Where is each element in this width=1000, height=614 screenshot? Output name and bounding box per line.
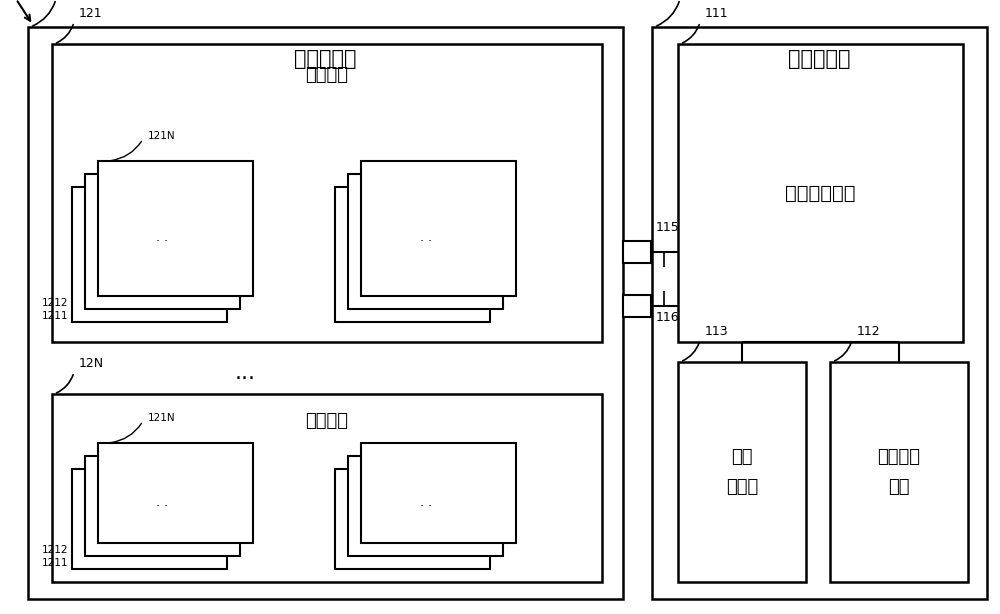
Bar [348, 174, 503, 309]
Bar [678, 362, 806, 582]
Bar [98, 443, 253, 543]
Bar [623, 295, 651, 317]
Text: 快取
存储器: 快取 存储器 [726, 448, 758, 495]
Text: 121N: 121N [148, 131, 176, 141]
Bar [98, 161, 253, 296]
Bar [678, 44, 963, 342]
Text: 121N: 121N [148, 413, 176, 423]
Bar [72, 469, 227, 569]
Text: 111: 111 [705, 7, 729, 20]
Bar [85, 174, 240, 309]
Bar [361, 443, 516, 543]
Text: 存储器控制器: 存储器控制器 [785, 184, 856, 203]
Bar [335, 187, 490, 322]
Text: · ·: · · [156, 500, 168, 513]
Bar [72, 187, 227, 322]
Text: · ·: · · [156, 235, 168, 248]
Text: 存储器库: 存储器库 [306, 412, 349, 430]
Bar [335, 469, 490, 569]
Bar [652, 27, 987, 599]
Text: 121: 121 [79, 7, 103, 20]
Bar [52, 44, 602, 342]
Text: · ·: · · [420, 500, 432, 513]
Text: ···: ··· [235, 369, 256, 389]
Text: 1212: 1212 [42, 298, 68, 308]
Text: 算术逻辑
单元: 算术逻辑 单元 [878, 448, 920, 495]
Text: 1211: 1211 [42, 311, 68, 321]
Bar [52, 394, 602, 582]
Text: 中央处理器: 中央处理器 [788, 49, 851, 69]
Bar [623, 241, 651, 263]
Text: 1211: 1211 [42, 558, 68, 568]
Text: 1212: 1212 [42, 545, 68, 555]
Bar [85, 456, 240, 556]
Text: 12N: 12N [79, 357, 104, 370]
Bar [830, 362, 968, 582]
Text: 115: 115 [656, 221, 680, 234]
Bar [348, 456, 503, 556]
Text: 存储器装置: 存储器装置 [294, 49, 357, 69]
Bar [361, 161, 516, 296]
Bar [28, 27, 623, 599]
Text: 存储器库: 存储器库 [306, 66, 349, 84]
Text: 112: 112 [857, 325, 881, 338]
Text: · ·: · · [420, 235, 432, 248]
Text: 116: 116 [656, 311, 680, 324]
Text: 113: 113 [705, 325, 729, 338]
